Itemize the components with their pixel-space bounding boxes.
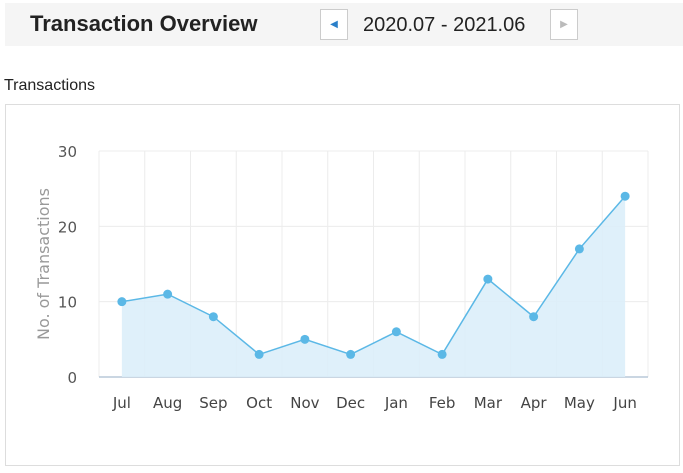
y-tick-label: 10	[58, 294, 77, 312]
x-tick-label: Nov	[290, 394, 319, 412]
data-point	[300, 334, 310, 344]
x-tick-label: Mar	[474, 394, 503, 412]
data-point	[620, 191, 630, 201]
next-period-button[interactable]: ▶	[550, 9, 578, 40]
page-title: Transaction Overview	[30, 11, 258, 36]
x-tick-label: Dec	[336, 394, 365, 412]
prev-period-button[interactable]: ◀	[320, 9, 348, 40]
y-tick-label: 20	[58, 218, 77, 236]
header-bar: Transaction Overview ◀ 2020.07 - 2021.06…	[5, 3, 683, 46]
data-point	[483, 274, 493, 284]
area-fill	[121, 196, 626, 377]
triangle-right-icon: ▶	[560, 19, 568, 30]
x-tick-label: Aug	[153, 394, 182, 412]
data-point	[163, 289, 173, 299]
data-point	[117, 297, 127, 307]
x-tick-label: May	[564, 394, 595, 412]
date-range: 2020.07 - 2021.06	[363, 14, 526, 36]
data-point	[208, 312, 218, 322]
x-tick-label: Oct	[246, 394, 272, 412]
data-point	[529, 312, 539, 322]
data-point	[437, 349, 447, 359]
section-label: Transactions	[4, 77, 95, 94]
triangle-left-icon: ◀	[330, 19, 338, 30]
x-tick-label: Jun	[612, 394, 636, 412]
chart-container	[5, 104, 680, 466]
y-tick-label: 30	[58, 143, 77, 161]
x-tick-label: Jul	[112, 394, 131, 412]
x-tick-label: Jan	[384, 394, 408, 412]
data-point	[254, 349, 264, 359]
x-tick-label: Sep	[199, 394, 227, 412]
data-point	[346, 349, 356, 359]
y-axis-title: No. of Transactions	[34, 188, 53, 340]
data-point	[391, 327, 401, 337]
data-point	[574, 244, 584, 254]
series-line	[121, 195, 626, 356]
x-tick-label: Feb	[429, 394, 456, 412]
y-tick-label: 0	[67, 369, 77, 387]
x-tick-label: Apr	[521, 394, 548, 412]
